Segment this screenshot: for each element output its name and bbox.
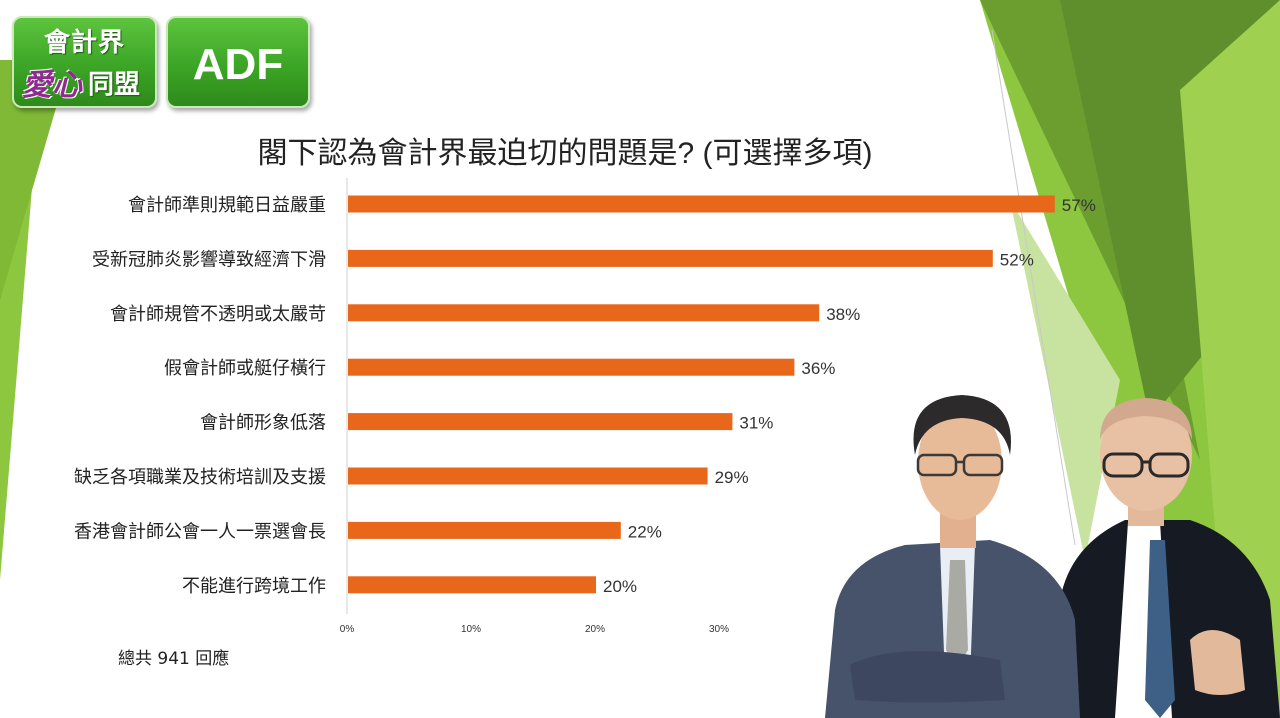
response-count: 總共 941 回應 [118,649,230,669]
category-label: 會計師規管不透明或太嚴苛 [110,304,326,324]
speaker-right [1050,398,1280,718]
bar [348,521,621,539]
bar [348,195,1055,213]
bar [348,576,596,594]
data-label: 31% [739,414,773,433]
adf-logo: ADF [166,16,310,108]
logo-bottom-text: 同盟 [88,70,141,100]
x-tick-label: 30% [709,624,729,635]
logo-top-text: 會計界 [43,28,125,58]
data-label: 22% [628,522,662,541]
chart-title: 閣下認為會計界最迫切的問題是? (可選擇多項) [257,137,873,170]
accounting-alliance-logo: 會計界 愛心 同盟 [12,16,157,108]
bar [348,304,820,322]
category-label: 受新冠肺炎影響導致經濟下滑 [92,249,326,269]
x-tick-label: 10% [461,624,481,635]
data-label: 36% [801,359,835,378]
category-label: 假會計師或艇仔橫行 [164,358,326,378]
bar [348,467,708,485]
data-label: 20% [603,577,637,596]
x-tick-label: 0% [340,624,355,635]
data-label: 38% [826,305,860,324]
x-tick-label: 20% [585,624,605,635]
data-label: 29% [715,468,749,487]
category-label: 香港會計師公會一人一票選會長 [74,521,326,541]
category-label: 會計師準則規範日益嚴重 [128,195,326,215]
category-label: 不能進行跨境工作 [182,576,326,596]
category-label: 缺乏各項職業及技術培訓及支援 [74,467,326,487]
logo-love-text: 愛心 [22,68,82,103]
bar [348,358,795,376]
bar [348,249,993,267]
data-label: 57% [1062,196,1096,215]
category-label: 會計師形象低落 [200,413,326,433]
adf-logo-text: ADF [192,40,284,89]
speaker-left [825,395,1080,718]
bar [348,413,733,431]
data-label: 52% [1000,250,1034,269]
